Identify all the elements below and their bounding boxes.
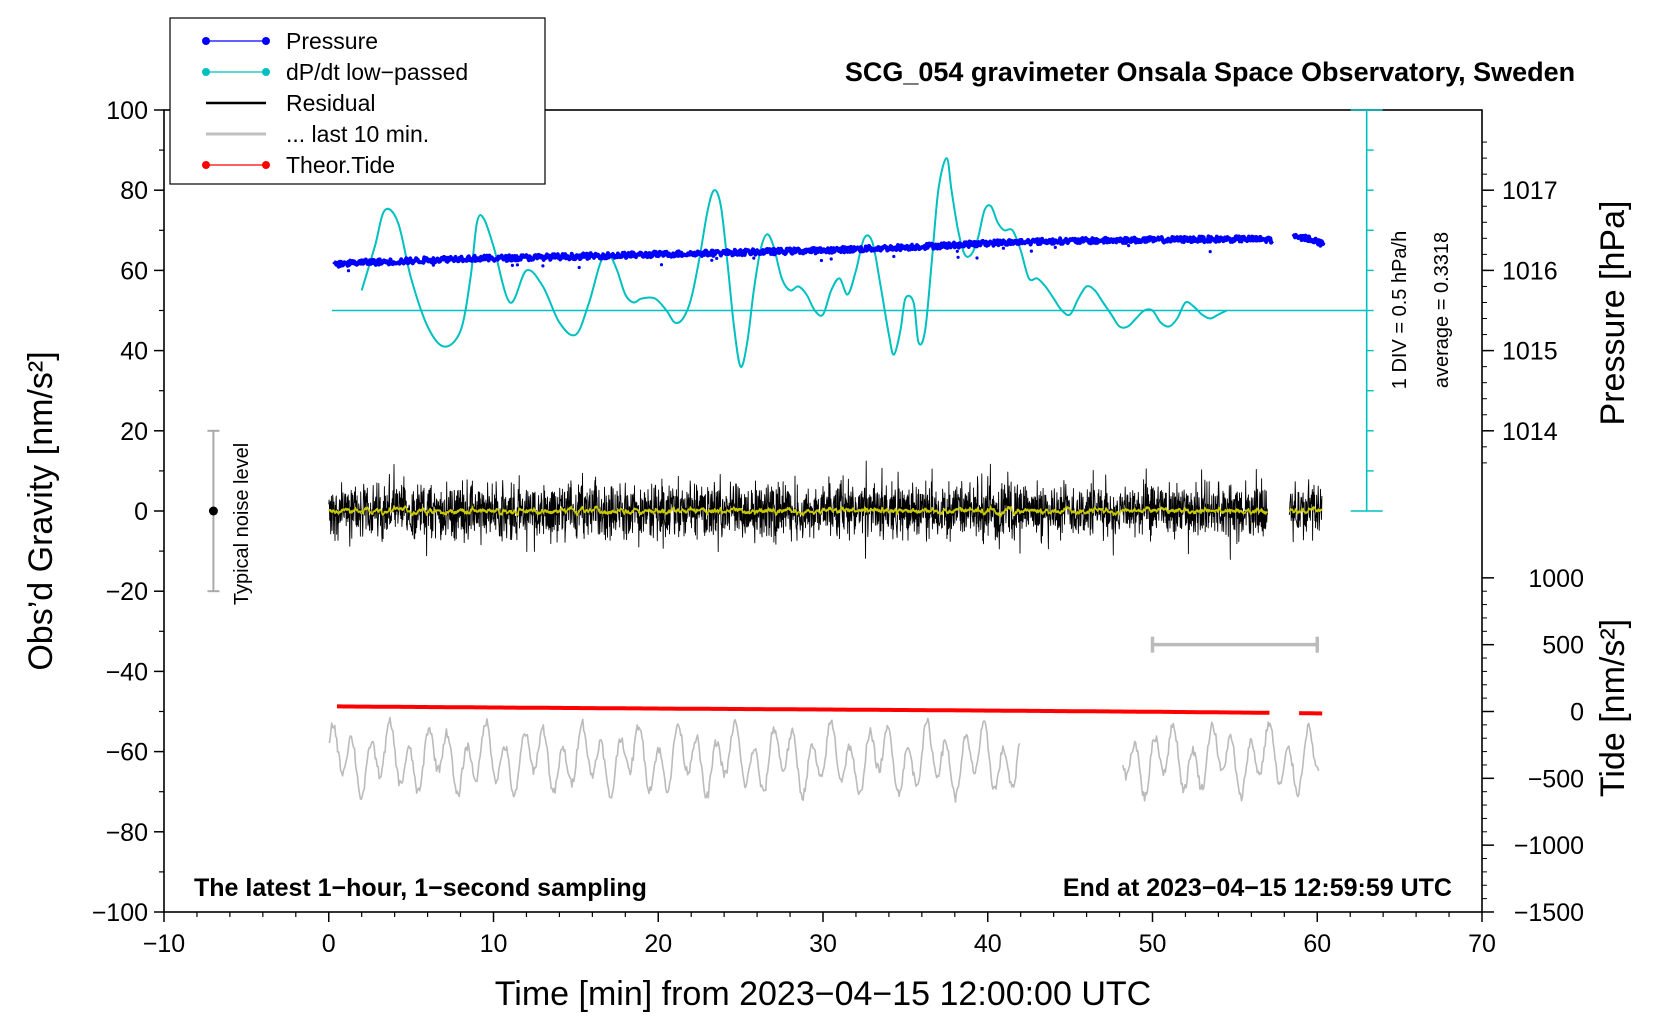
series-last10min	[328, 716, 1320, 803]
legend: Pressure dP/dt low−passed Residual ... last…	[169, 17, 546, 185]
pressure-outlier	[1053, 245, 1057, 249]
legend-marker-end	[262, 161, 270, 169]
pressure-tick-label: 1016	[1502, 257, 1558, 285]
tide-axis: 1000 500 0 −500 −1000 −1500	[1482, 565, 1584, 927]
legend-label: Pressure	[286, 28, 378, 54]
x-tick-label: 70	[1468, 930, 1496, 958]
y-axis-label-pressure: Pressure [hPa]	[1594, 201, 1632, 426]
y-tick-label: −20	[106, 578, 148, 606]
series-tide	[337, 704, 1323, 716]
x-tick-label: 40	[974, 930, 1002, 958]
noise-bar-center	[208, 506, 218, 516]
legend-marker-start	[202, 37, 210, 45]
pressure-outlier	[1029, 249, 1033, 253]
pressure-outlier	[892, 254, 896, 259]
pressure-outlier	[659, 263, 664, 267]
legend-label: dP/dt low−passed	[286, 59, 468, 85]
pressure-outlier	[975, 256, 979, 260]
legend-label: Residual	[286, 90, 376, 116]
series-pressure	[332, 232, 1326, 273]
residual-smoothed-line	[1288, 506, 1323, 515]
tide-tick-label: 1000	[1528, 565, 1584, 593]
pressure-outlier	[515, 263, 520, 267]
x-tick-label: −10	[143, 930, 185, 958]
y-tick-label: −60	[106, 739, 148, 767]
tide-tick-label: −500	[1528, 765, 1584, 793]
y-tick-label: 80	[120, 177, 148, 205]
tide-line	[337, 704, 1270, 715]
pressure-outlier	[346, 269, 351, 273]
x-tick-label: 10	[480, 930, 508, 958]
dpdt-average-label: average = 0.3318	[1431, 232, 1453, 388]
y-tick-label: 40	[120, 338, 148, 366]
pressure-line	[332, 234, 1274, 269]
y-tick-label: −100	[92, 899, 148, 927]
pressure-outlier	[715, 256, 719, 260]
pressure-outlier	[819, 258, 824, 263]
legend-marker-end	[262, 68, 270, 76]
noise-level-bar	[207, 429, 220, 593]
pressure-tick-label: 1014	[1502, 418, 1558, 446]
pressure-outlier	[541, 264, 545, 268]
x-axis-label: Time [min] from 2023−04−15 12:00:00 UTC	[495, 975, 1151, 1013]
residual-line	[328, 460, 1268, 560]
last10-line	[1122, 721, 1320, 802]
pressure-outlier	[752, 256, 756, 260]
pressure-outlier	[1001, 246, 1006, 250]
series-dpdt	[360, 157, 1228, 368]
y-axis-left: 100 80 60 40 20 0 −20 −40 −60 −80 −100	[92, 97, 164, 927]
tide-tick-label: 500	[1542, 632, 1584, 660]
legend-marker-end	[262, 37, 270, 45]
tide-tick-label: −1000	[1514, 832, 1584, 860]
y-axis-label-tide: Tide [nm/s²]	[1594, 619, 1632, 797]
pressure-outlier	[829, 257, 833, 261]
y-tick-label: 100	[106, 97, 148, 125]
last10-line	[328, 716, 1021, 803]
tide-tick-label: −1500	[1514, 899, 1584, 927]
legend-label: ... last 10 min.	[286, 121, 429, 147]
x-tick-label: 30	[809, 930, 837, 958]
x-tick-label: 20	[644, 930, 672, 958]
dpdt-div-label: 1 DIV = 0.5 hPa/h	[1389, 231, 1411, 389]
pressure-outlier	[510, 263, 514, 267]
annotation-sampling: The latest 1−hour, 1−second sampling	[194, 874, 647, 902]
pressure-outlier	[1208, 250, 1212, 254]
series-residual	[328, 460, 1323, 560]
tide-tick-label: 0	[1570, 699, 1584, 727]
pressure-axis: 1017 1016 1015 1014	[1482, 141, 1558, 464]
x-tick-label: 0	[322, 930, 336, 958]
pressure-outlier	[577, 265, 581, 270]
y-tick-label: −80	[106, 819, 148, 847]
pressure-tick-label: 1015	[1502, 338, 1558, 366]
legend-label: Theor.Tide	[286, 152, 395, 178]
pressure-line	[1291, 232, 1326, 248]
pressure-outlier	[955, 249, 959, 253]
y-tick-label: 0	[134, 498, 148, 526]
residual-smoothed-line	[328, 505, 1268, 518]
y-tick-label: −40	[106, 658, 148, 686]
pressure-outlier	[1127, 244, 1131, 248]
pressure-outlier	[710, 258, 714, 262]
y-axis-label-left: Obs’d Gravity [nm/s²]	[22, 351, 60, 670]
noise-level-label: Typical noise level	[231, 443, 253, 605]
x-tick-label: 60	[1303, 930, 1331, 958]
annotation-end-time: End at 2023−04−15 12:59:59 UTC	[1063, 874, 1452, 902]
pressure-tick-label: 1017	[1502, 177, 1558, 205]
x-axis: −10 0 10 20 30 40 50 60 70	[143, 912, 1496, 958]
last10-bar	[1150, 636, 1319, 653]
chart-title: SCG_054 gravimeter Onsala Space Observat…	[845, 57, 1575, 87]
pressure-outlier	[956, 255, 960, 259]
legend-marker-start	[202, 68, 210, 76]
pressure-outlier	[431, 263, 435, 267]
x-tick-label: 50	[1139, 930, 1167, 958]
legend-marker-start	[202, 161, 210, 169]
y-tick-label: 20	[120, 418, 148, 446]
y-tick-label: 60	[120, 257, 148, 285]
dpdt-line	[360, 157, 1228, 368]
legend-box	[169, 17, 546, 185]
dpdt-scale	[332, 109, 1383, 512]
